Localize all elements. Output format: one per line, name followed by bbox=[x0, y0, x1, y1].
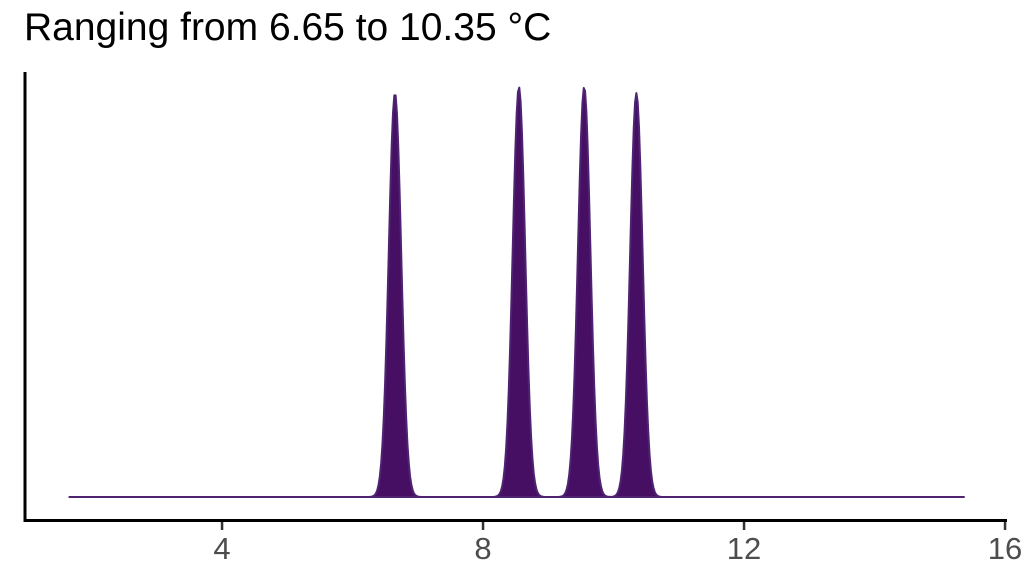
x-axis-tick-label: 12 bbox=[727, 531, 761, 566]
x-axis-tick-label: 16 bbox=[988, 531, 1022, 566]
chart-title: Ranging from 6.65 to 10.35 °C bbox=[24, 6, 552, 49]
density-curve bbox=[68, 86, 965, 498]
x-axis-tick-label: 4 bbox=[213, 531, 230, 566]
x-axis-tick-label: 8 bbox=[474, 531, 491, 566]
